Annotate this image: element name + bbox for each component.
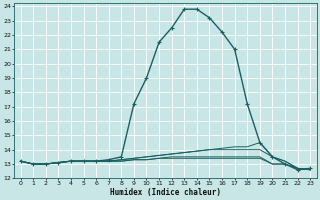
- X-axis label: Humidex (Indice chaleur): Humidex (Indice chaleur): [110, 188, 221, 197]
